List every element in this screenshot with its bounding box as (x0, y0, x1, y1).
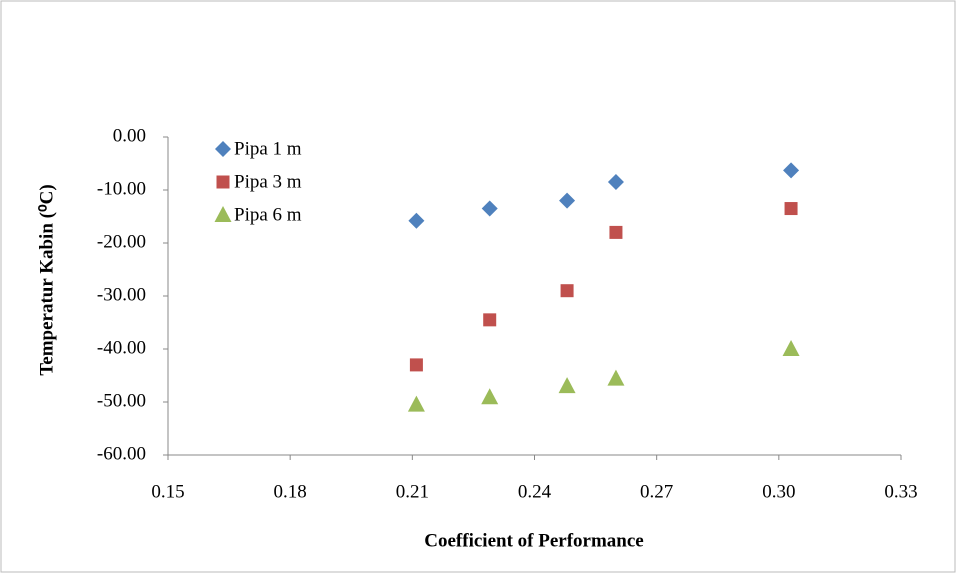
x-tick-label: 0.18 (274, 481, 307, 502)
marker-square (483, 313, 496, 326)
x-tick-label: 0.15 (151, 481, 184, 502)
x-axis-title: Coefficient of Performance (424, 530, 643, 551)
page: {"chart_data": {"type": "scatter", "x_la… (0, 0, 956, 573)
y-tick-label: -30.00 (97, 284, 146, 305)
marker-square (410, 358, 423, 371)
y-tick-label: -10.00 (97, 178, 146, 199)
chart: Coefficient of Performance Temperatur Ka… (0, 0, 956, 573)
marker-square (785, 202, 798, 215)
legend-label: Pipa 3 m (234, 171, 302, 192)
marker-square (609, 226, 622, 239)
x-tick-label: 0.24 (518, 481, 552, 502)
x-tick-label: 0.33 (884, 481, 917, 502)
y-axis-title: Temperatur Kabin (⁰C) (36, 184, 57, 375)
marker-square (217, 176, 230, 189)
marker-square (561, 284, 574, 297)
x-tick-label: 0.21 (396, 481, 429, 502)
legend-label: Pipa 6 m (234, 204, 302, 225)
legend-label: Pipa 1 m (234, 138, 302, 159)
x-tick-label: 0.30 (762, 481, 795, 502)
x-tick-label: 0.27 (640, 481, 673, 502)
y-tick-label: -20.00 (97, 231, 146, 252)
y-tick-label: -50.00 (97, 390, 146, 411)
y-tick-label: -40.00 (97, 337, 146, 358)
y-tick-label: -60.00 (97, 443, 146, 464)
y-tick-label: 0.00 (113, 125, 146, 146)
